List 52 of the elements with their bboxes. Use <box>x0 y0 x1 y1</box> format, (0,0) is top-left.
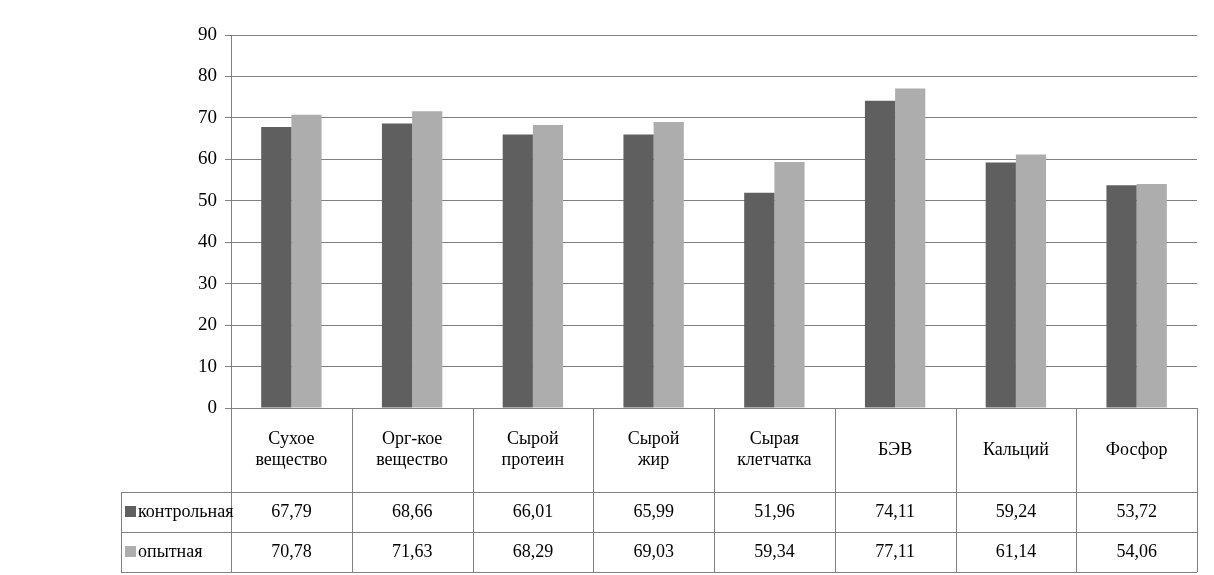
bar <box>381 123 413 408</box>
bar <box>1106 185 1137 408</box>
bar <box>502 134 533 408</box>
bar <box>623 134 654 408</box>
y-tick-label: 90 <box>198 22 217 44</box>
bar <box>1136 183 1167 408</box>
data-label: 59,24 <box>995 500 1037 521</box>
data-label: 67,79 <box>271 500 312 521</box>
x-tick-label: Орг-кое вещество <box>376 428 449 470</box>
x-tick-label: Сырой жир <box>627 428 680 470</box>
y-tick-label: 70 <box>198 105 217 127</box>
y-tick-label: 0 <box>207 395 217 417</box>
bar <box>985 162 1016 408</box>
bar <box>1015 154 1047 408</box>
data-label: 77,11 <box>875 540 916 561</box>
data-label: 71,63 <box>391 540 433 561</box>
data-label: 68,66 <box>391 500 433 521</box>
bar <box>774 162 805 408</box>
x-tick-label: Сырой протеин <box>501 428 565 470</box>
y-tick-label: 50 <box>198 188 217 210</box>
bar <box>864 100 896 408</box>
bar <box>532 124 564 408</box>
data-label: 54,06 <box>1116 540 1157 561</box>
x-tick-label: Сухое вещество <box>255 428 328 470</box>
y-tick-label: 80 <box>198 64 217 86</box>
x-tick-label: Кальций <box>982 438 1050 459</box>
bar <box>261 127 292 408</box>
data-label: 53,72 <box>1116 500 1157 521</box>
y-tick-label: 30 <box>198 271 217 293</box>
bar <box>653 121 684 408</box>
x-tick-label: Сырая клетчатка <box>737 428 812 470</box>
y-tick-label: 10 <box>198 354 217 376</box>
data-label: 61,14 <box>995 540 1037 561</box>
data-label: 51,96 <box>754 500 795 521</box>
data-label: 69,03 <box>633 540 674 561</box>
x-tick-label: Фосфор <box>1105 438 1168 459</box>
bar <box>291 114 322 408</box>
y-tick-label: 60 <box>198 147 217 169</box>
legend-label: контрольная <box>138 500 234 521</box>
data-label: 66,01 <box>512 500 554 521</box>
y-tick-label: 20 <box>198 313 217 335</box>
bar <box>412 111 443 408</box>
x-tick-label: БЭВ <box>878 438 913 459</box>
data-label: 65,99 <box>633 500 674 521</box>
y-tick-label: 40 <box>198 230 217 252</box>
data-label: 74,11 <box>875 500 916 521</box>
legend-label: опытная <box>138 540 203 561</box>
bar <box>744 192 775 408</box>
data-label: 68,29 <box>512 540 554 561</box>
data-label: 59,34 <box>754 540 795 561</box>
data-label: 70,78 <box>271 540 312 561</box>
bar <box>895 88 926 408</box>
